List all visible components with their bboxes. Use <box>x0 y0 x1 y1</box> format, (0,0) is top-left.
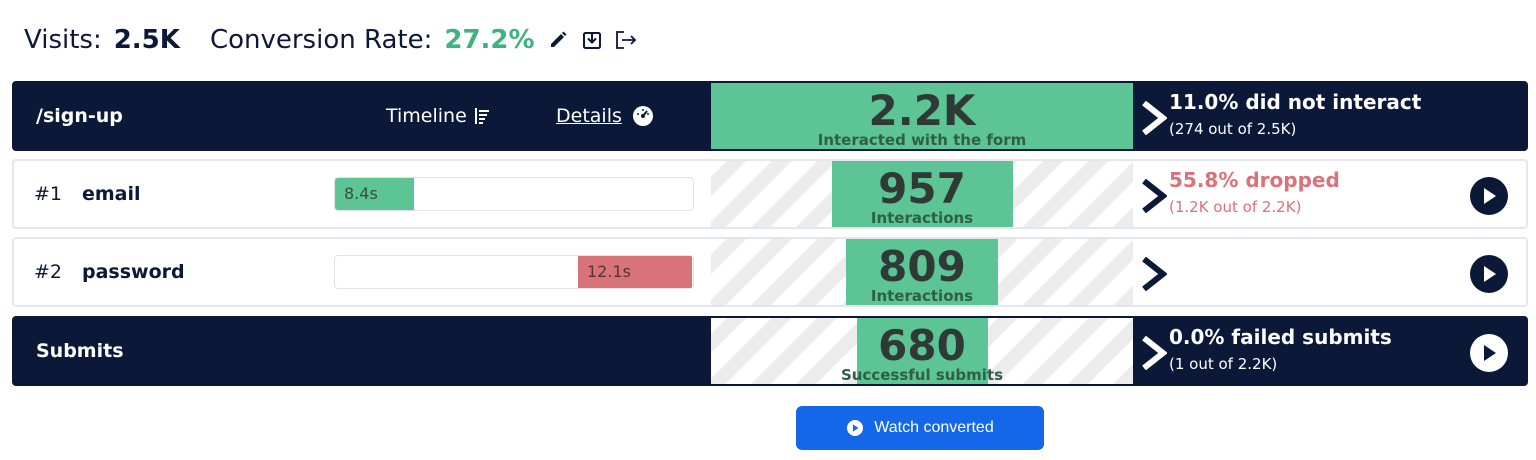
conversion-rate-label: Conversion Rate: <box>209 25 433 55</box>
submits-bar <box>857 318 988 384</box>
play-icon <box>1484 266 1496 282</box>
field-name: password <box>82 261 185 283</box>
field-info: #1 email 8.4s <box>14 161 711 227</box>
form-summary-row: /sign-up Timeline Details 2.2K Interacte… <box>12 81 1528 151</box>
failed-submits-cell: 0.0% failed submits (1 out of 2.2K) <box>1133 318 1526 384</box>
chevron-right-icon <box>1142 101 1167 135</box>
dropoff-cell: 13.7% dropped (304 out of 2.2K) <box>1133 239 1526 305</box>
chevron-right-icon <box>1142 179 1167 213</box>
play-button[interactable] <box>1470 255 1508 293</box>
field-row-email: #1 email 8.4s 957 Interactions 55.8% dro… <box>12 159 1528 229</box>
details-label: Details <box>556 105 622 127</box>
interactions-value: 957 <box>878 164 966 213</box>
play-circle-icon <box>847 420 864 436</box>
submits-cell: 680 Successful submits <box>711 318 1133 384</box>
field-name: email <box>82 183 141 205</box>
submits-info: Submits <box>14 318 711 384</box>
details-link[interactable]: Details <box>556 105 654 127</box>
download-icon[interactable] <box>581 29 603 51</box>
failed-submits-count: (1 out of 2.2K) <box>1169 355 1278 373</box>
dropoff-percent: 55.8% dropped <box>1169 168 1340 192</box>
visits-value: 2.5K <box>113 25 180 55</box>
interactions-value: 809 <box>878 242 966 291</box>
chevron-right-icon <box>1142 336 1167 370</box>
no-interaction-cell: 11.0% did not interact (274 out of 2.5K) <box>1133 83 1526 149</box>
play-icon <box>1484 188 1496 204</box>
field-row-password: #2 password 12.1s 809 Interactions 13.7%… <box>12 237 1528 307</box>
interactions-cell: 957 Interactions <box>711 161 1133 227</box>
submits-caption: Successful submits <box>840 366 1004 384</box>
form-header: /sign-up Timeline Details <box>14 83 711 149</box>
interactions-bar <box>832 161 1013 227</box>
field-index: #1 <box>34 183 63 205</box>
timeline-icon <box>474 108 489 124</box>
no-interaction-percent: 11.0% did not interact <box>1169 90 1422 114</box>
form-path: /sign-up <box>36 105 123 127</box>
pencil-icon[interactable] <box>547 29 569 51</box>
play-button[interactable] <box>1470 334 1508 372</box>
field-info: #2 password 12.1s <box>14 239 711 305</box>
interactions-cell: 809 Interactions <box>711 239 1133 305</box>
summary-bar: Visits: 2.5K Conversion Rate: 27.2% <box>24 22 637 58</box>
interacted-value: 2.2K <box>868 86 976 135</box>
submits-value: 680 <box>878 321 966 370</box>
interactions-label: Interactions <box>870 209 974 227</box>
failed-submits-percent: 0.0% failed submits <box>1169 325 1392 349</box>
chevron-right-icon <box>1142 257 1167 291</box>
dropoff-count: (1.2K out of 2.2K) <box>1169 198 1302 216</box>
dropoff-percent: 13.7% dropped <box>1169 246 1340 270</box>
visits-label: Visits: <box>24 25 102 55</box>
no-interaction-count: (274 out of 2.5K) <box>1169 120 1297 138</box>
time-track: 12.1s <box>334 255 694 289</box>
dropoff-count: (304 out of 2.2K) <box>1169 276 1297 294</box>
field-index: #2 <box>34 261 63 283</box>
interactions-label: Interactions <box>870 287 974 305</box>
watch-converted-label: Watch converted <box>874 419 994 436</box>
time-bar: 8.4s <box>335 178 414 210</box>
submits-row: Submits 680 Successful submits 0.0% fail… <box>12 316 1528 386</box>
conversion-rate-value: 27.2% <box>444 25 535 55</box>
timeline-label: Timeline <box>386 105 467 127</box>
interacted-cell: 2.2K Interacted with the form <box>711 83 1133 149</box>
timeline-toggle[interactable]: Timeline <box>386 105 493 127</box>
submits-label: Submits <box>36 340 124 362</box>
watch-converted-button[interactable]: Watch converted <box>796 406 1044 450</box>
dropoff-cell: 55.8% dropped (1.2K out of 2.2K) <box>1133 161 1526 227</box>
gauge-icon <box>632 106 653 126</box>
time-track: 8.4s <box>334 177 694 211</box>
interacted-label: Interacted with the form <box>817 131 1027 149</box>
play-icon <box>1484 345 1496 361</box>
play-button[interactable] <box>1470 177 1508 215</box>
export-icon[interactable] <box>615 29 637 51</box>
interactions-bar <box>846 239 998 305</box>
time-bar: 12.1s <box>578 256 692 288</box>
